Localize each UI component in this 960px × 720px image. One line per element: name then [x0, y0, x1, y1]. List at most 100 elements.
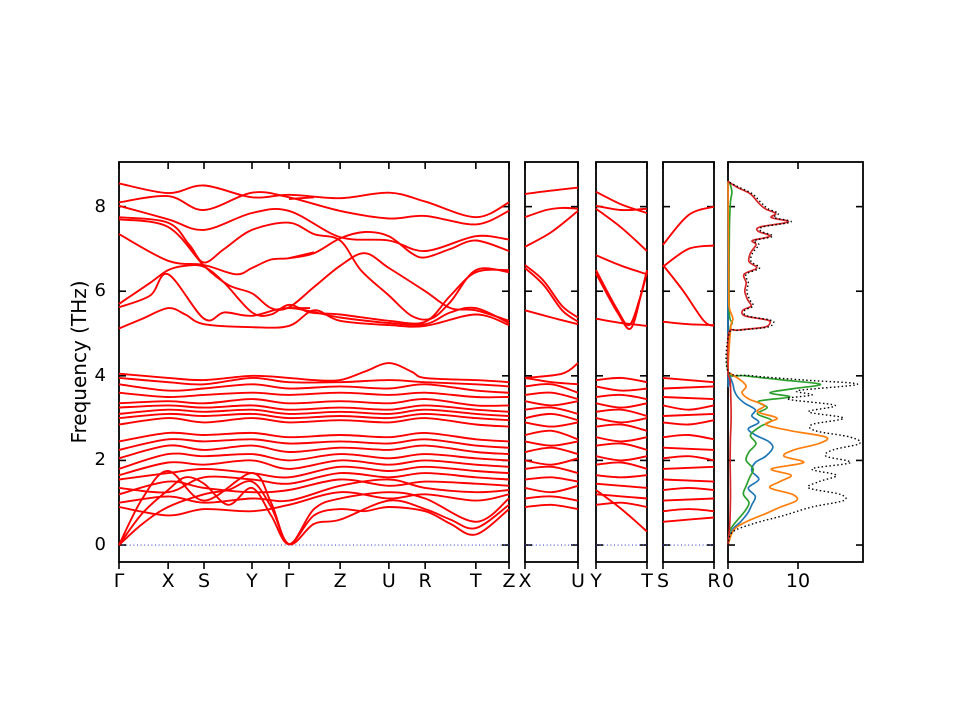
tick-marks [662, 162, 715, 569]
band-line [118, 438, 510, 451]
band-line [524, 421, 579, 428]
k-point-label-T: T [470, 570, 482, 592]
band-line [595, 482, 648, 489]
band-line [595, 376, 648, 384]
freq-tick-label-4: 4 [94, 364, 106, 386]
band-line [524, 465, 579, 475]
k-point-label-T: T [641, 570, 653, 592]
dos-axis-label-10: 10 [785, 570, 811, 592]
band-line [662, 412, 715, 417]
k-point-label-R: R [707, 570, 721, 592]
band-line [524, 440, 579, 447]
band-line [662, 434, 715, 441]
band-line [118, 182, 510, 219]
band-line [118, 216, 510, 321]
band-line [524, 264, 579, 319]
band-line [524, 391, 579, 401]
band-line [662, 508, 715, 513]
band-line [662, 264, 715, 327]
band-line [524, 376, 579, 386]
band-line [595, 271, 648, 330]
band-line [662, 465, 715, 470]
band-line [524, 412, 579, 422]
k-point-label-Z: Z [333, 570, 347, 592]
band-line [662, 396, 715, 401]
band-line [662, 486, 715, 491]
band-line [524, 476, 579, 483]
dos-axis-label-0: 0 [721, 570, 735, 592]
band-line [662, 244, 715, 268]
band-line [662, 497, 715, 502]
band-line [118, 444, 510, 460]
band-line [524, 309, 579, 326]
phonon-bands [662, 205, 715, 523]
tick-marks [727, 162, 863, 569]
band-line [118, 383, 510, 394]
freq-tick-label-2: 2 [94, 449, 106, 471]
band-line [595, 317, 648, 327]
freq-tick-label-8: 8 [94, 195, 106, 217]
band-line [595, 436, 648, 443]
band-panel-yt [595, 161, 648, 569]
band-line [595, 385, 648, 392]
phonon-bands [524, 186, 579, 511]
band-line [662, 455, 715, 462]
band-line [662, 205, 715, 246]
k-point-label-S: S [197, 570, 211, 592]
freq-tick-label-0: 0 [94, 534, 106, 556]
band-line [118, 408, 510, 417]
band-line [524, 186, 579, 195]
phonon-bands [595, 190, 648, 533]
band-line [595, 501, 648, 508]
freq-tick-label-6: 6 [94, 280, 106, 302]
band-line [118, 459, 510, 477]
y-axis-title: Frequency (THz) [67, 280, 91, 444]
band-line [118, 272, 510, 326]
band-line [118, 204, 510, 252]
band-line [595, 474, 648, 479]
band-line [524, 406, 579, 415]
dos-curve-red [726, 180, 790, 546]
band-line [662, 478, 715, 483]
k-point-label-S: S [656, 570, 670, 592]
band-line [524, 362, 579, 379]
band-line [118, 362, 510, 384]
dos-curve-blue [727, 181, 774, 546]
band-line [595, 461, 648, 470]
band-line [524, 446, 579, 456]
k-point-label-X: X [518, 570, 532, 592]
band-line [524, 495, 579, 502]
band-line [118, 264, 510, 325]
k-point-label-X: X [161, 570, 175, 592]
band-line [524, 457, 579, 466]
dos-curve-green [726, 180, 822, 546]
band-line [662, 419, 715, 426]
band-line [118, 452, 510, 470]
band-line [662, 516, 715, 523]
band-line [595, 489, 648, 533]
band-line [595, 423, 648, 432]
band-line [662, 385, 715, 390]
band-line [288, 196, 315, 200]
tick-marks [524, 162, 579, 569]
k-point-label-U: U [571, 570, 585, 592]
band-line [595, 417, 648, 424]
band-line [118, 412, 510, 422]
band-panel-sr [662, 161, 715, 569]
band-line [662, 320, 715, 327]
band-line [662, 376, 715, 384]
band-line [595, 455, 648, 462]
band-line [595, 190, 648, 214]
band-line [118, 478, 510, 504]
band-line [524, 206, 579, 219]
axes-frame [524, 161, 579, 563]
band-line [662, 404, 715, 411]
band-line [118, 478, 510, 496]
band-line [524, 429, 579, 441]
k-point-label-Z: Z [502, 570, 516, 592]
band-line [524, 503, 579, 511]
band-line [288, 251, 315, 260]
band-line [118, 465, 510, 481]
dos-curve-orange [727, 181, 829, 546]
